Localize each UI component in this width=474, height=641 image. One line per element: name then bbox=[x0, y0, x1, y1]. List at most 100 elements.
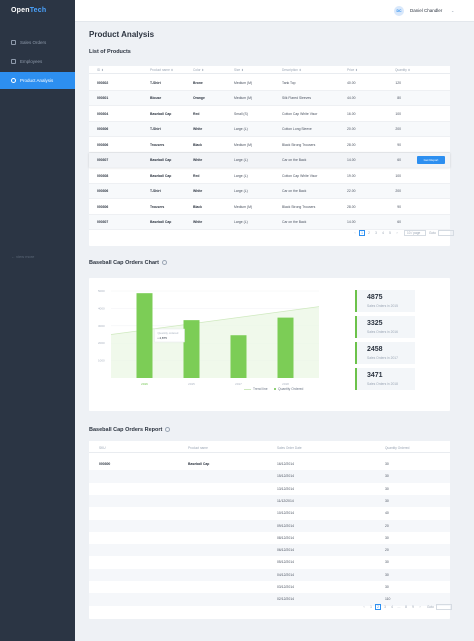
table-row[interactable]: 03/12/2014 30 bbox=[89, 581, 450, 593]
bar-2015[interactable] bbox=[183, 320, 200, 378]
get-report-button[interactable]: Get Report bbox=[417, 155, 445, 164]
brand-logo[interactable]: OpenTech bbox=[11, 7, 47, 14]
col-product-name-header[interactable]: Product name bbox=[188, 446, 208, 450]
col-sku-header[interactable]: SKU bbox=[99, 446, 106, 450]
col-quantity-cell: 90 bbox=[397, 142, 401, 147]
col-order-date-cell: 04/12/2014 bbox=[277, 572, 294, 577]
page-size-select[interactable]: 10 / page bbox=[404, 230, 426, 236]
col-order-date-cell: 16/12/2014 bbox=[277, 462, 294, 466]
sidebar-item-sales-orders[interactable]: Sales Orders bbox=[0, 34, 75, 51]
col-quantity-ordered-cell: 110 bbox=[385, 597, 391, 602]
bar-2017[interactable] bbox=[230, 335, 247, 378]
pager-page-9[interactable]: 9 bbox=[412, 605, 414, 609]
col-price-cell: 22.00 bbox=[347, 189, 356, 193]
pager-page-2[interactable]: 2 bbox=[368, 231, 370, 235]
goto-input[interactable] bbox=[437, 230, 454, 236]
report-section-title: Baseball Cap Orders Report bbox=[89, 427, 171, 433]
table-row[interactable]: 09/12/2014 20 bbox=[89, 519, 450, 532]
bar-2018[interactable] bbox=[277, 317, 294, 378]
col-color-cell: Black bbox=[193, 142, 203, 147]
pager-page-3[interactable]: 3 bbox=[375, 231, 377, 235]
col-quantity-cell: 100 bbox=[395, 173, 401, 178]
table-row[interactable]: 04/12/2014 30 bbox=[89, 568, 450, 581]
col-description-cell: Silk Flared Sleeves bbox=[282, 96, 312, 100]
user-name[interactable]: Daniel Chandler bbox=[410, 8, 443, 13]
pager-page-1[interactable]: 1 bbox=[370, 605, 372, 609]
sidebar-item-employees[interactable]: Employees bbox=[0, 53, 75, 70]
pager-page-2[interactable]: 2 bbox=[375, 604, 381, 610]
col-id-cell: 000306 bbox=[97, 204, 109, 209]
table-row[interactable]: 02/12/2014 110 bbox=[89, 593, 450, 606]
pager-next-button[interactable]: › bbox=[419, 605, 421, 609]
table-row[interactable]: 000300 Baseball Cap 16/12/2014 30 bbox=[89, 458, 450, 470]
goto-label: Goto bbox=[429, 231, 436, 235]
table-row[interactable]: 000306 T-Shirt White Large (L) Car on the Ba… bbox=[89, 183, 450, 199]
col-size-header[interactable]: Size ⬍ bbox=[234, 68, 244, 72]
trend-area bbox=[111, 306, 319, 378]
info-icon[interactable] bbox=[162, 260, 167, 266]
table-row[interactable]: 000307 Baseball Cap White Large (L) Car on t… bbox=[89, 152, 450, 168]
table-row[interactable]: 000306 T-Shirt White Large (L) Cotton Long S… bbox=[89, 121, 450, 137]
pager-next-button[interactable]: › bbox=[396, 231, 398, 235]
pager-page-4[interactable]: 4 bbox=[382, 231, 384, 235]
table-row[interactable]: 000306 Trousers Black Medium (M) Black Stron… bbox=[89, 199, 450, 215]
col-size-cell: Medium (M) bbox=[234, 142, 253, 147]
bar-2016[interactable] bbox=[136, 293, 153, 378]
table-row[interactable]: 15/12/2014 30 bbox=[89, 470, 450, 483]
col-order-date-cell: 11/12/2014 bbox=[277, 498, 294, 503]
table-row[interactable]: 11/12/2014 30 bbox=[89, 494, 450, 508]
products-pagination: ‹ 1 2 3 4 5 › 10 / page Goto bbox=[352, 230, 454, 236]
col-description-cell: Cotton Cap White Visor bbox=[282, 173, 318, 178]
col-description-header[interactable]: Description ⬍ bbox=[282, 68, 302, 72]
pager-prev-button[interactable]: ‹ bbox=[363, 605, 365, 609]
col-product-name-cell: Baseball Cap bbox=[150, 111, 172, 116]
col-id-cell: 000307 bbox=[97, 220, 109, 224]
col-quantity-ordered-cell: 30 bbox=[385, 560, 389, 565]
col-quantity-ordered-header[interactable]: Quantity Ordered bbox=[385, 446, 410, 450]
y-tick-label: 5000 bbox=[98, 289, 105, 293]
col-quantity-cell: 200 bbox=[395, 127, 401, 131]
table-row[interactable]: 05/12/2014 30 bbox=[89, 556, 450, 568]
col-id-cell: 000306 bbox=[97, 189, 109, 193]
table-row[interactable]: 000301 Blouse Orange Medium (M) Silk Flared … bbox=[89, 90, 450, 106]
products-title: List of Products bbox=[89, 49, 131, 55]
col-order-date-cell: 06/12/2014 bbox=[277, 548, 294, 553]
goto-input[interactable] bbox=[435, 604, 452, 610]
table-row[interactable]: 10/12/2014 40 bbox=[89, 507, 450, 519]
sidebar-item-product-analysis[interactable]: Product Analysis bbox=[0, 72, 75, 89]
col-order-date-cell: 05/12/2014 bbox=[277, 560, 294, 565]
pager-page-5[interactable]: 5 bbox=[389, 231, 391, 235]
info-icon[interactable] bbox=[165, 427, 171, 433]
col-id-header[interactable]: ID ⬍ bbox=[97, 68, 104, 72]
col-quantity-header[interactable]: Quantity ⬍ bbox=[395, 68, 411, 72]
col-order-date-header[interactable]: Sales Order Date bbox=[277, 446, 302, 450]
kpi-label: Sales Orders in 2018 bbox=[367, 382, 398, 386]
col-size-cell: Large (L) bbox=[234, 189, 248, 193]
table-row[interactable]: 06/12/2014 20 bbox=[89, 544, 450, 557]
table-row[interactable]: 000304 Baseball Cap Red Small (S) Cotton Cap… bbox=[89, 106, 450, 122]
table-header: SKU Product name Sales Order Date Quantity … bbox=[89, 441, 450, 453]
pager-prev-button[interactable]: ‹ bbox=[354, 231, 356, 235]
chart-card: 5000 4000 3000 2000 1000 2016 2015 2017 2018 Quan… bbox=[89, 278, 450, 411]
table-row[interactable]: 000302 T-Shirt Brone Medium (M) Tank Top 40.0… bbox=[89, 75, 450, 91]
pager-page-3[interactable]: 3 bbox=[384, 605, 386, 609]
table-row[interactable]: 13/12/2014 30 bbox=[89, 483, 450, 495]
col-product-name-header[interactable]: Product name ⬍ bbox=[150, 68, 174, 72]
col-price-cell: 28.00 bbox=[347, 204, 356, 209]
table-row[interactable]: 000307 Baseball Cap White Large (L) Car on t… bbox=[89, 214, 450, 230]
pager-page-8[interactable]: 8 bbox=[405, 605, 407, 609]
col-price-header[interactable]: Price ⬍ bbox=[347, 68, 358, 72]
chart-tooltip bbox=[154, 328, 185, 343]
pager-page-4[interactable]: 4 bbox=[391, 605, 393, 609]
col-color-header[interactable]: Color ⬍ bbox=[193, 68, 205, 72]
sidebar-item-label: Product Analysis bbox=[20, 78, 54, 83]
sidebar-back-link[interactable]: ← view more bbox=[11, 254, 35, 259]
col-description-cell: Black Strong Trousers bbox=[282, 142, 316, 147]
col-price-cell: 40.00 bbox=[347, 80, 356, 85]
table-row[interactable]: 08/12/2014 30 bbox=[89, 532, 450, 544]
chevron-down-icon[interactable]: ⌄ bbox=[451, 8, 455, 13]
table-row[interactable]: 000308 Baseball Cap Red Large (L) Cotton Cap… bbox=[89, 168, 450, 184]
table-row[interactable]: 000306 Trousers Black Medium (M) Black Stron… bbox=[89, 137, 450, 153]
pager-page-1[interactable]: 1 bbox=[359, 230, 365, 236]
avatar[interactable]: DC bbox=[394, 6, 404, 16]
